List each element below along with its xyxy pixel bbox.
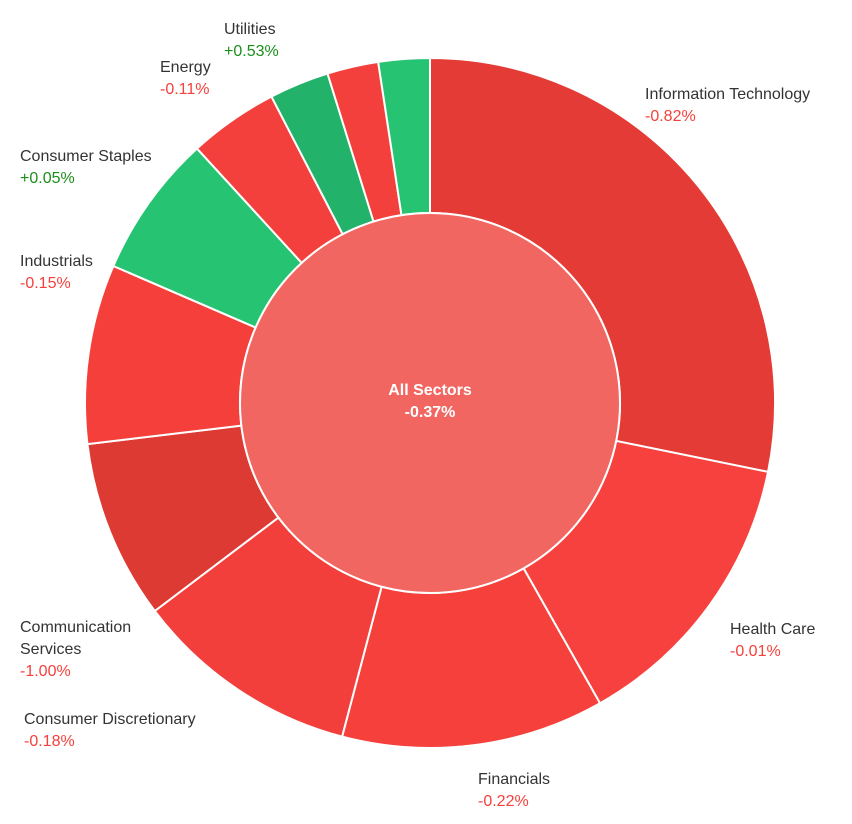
sector-label: Utilities +0.53% bbox=[224, 19, 324, 63]
sector-label: Information Technology -0.82% bbox=[645, 84, 852, 128]
sector-change: -0.18% bbox=[24, 733, 75, 750]
sector-name: Energy bbox=[160, 59, 211, 76]
sector-change: +0.05% bbox=[20, 170, 75, 187]
sector-label: Industrials -0.15% bbox=[20, 251, 140, 295]
sector-label: Energy -0.11% bbox=[160, 57, 260, 101]
sector-change: -0.15% bbox=[20, 275, 71, 292]
sector-label: Communication Services -1.00% bbox=[20, 617, 160, 683]
center-change: -0.37% bbox=[404, 404, 456, 421]
center-label: All Sectors -0.37% bbox=[330, 380, 530, 424]
sector-label: Financials -0.22% bbox=[478, 769, 598, 813]
center-title: All Sectors bbox=[388, 382, 472, 399]
sector-change: +0.53% bbox=[224, 43, 279, 60]
sector-name: Utilities bbox=[224, 21, 276, 38]
sector-name: Consumer Staples bbox=[20, 148, 152, 165]
sector-change: -1.00% bbox=[20, 663, 71, 680]
sector-change: -0.82% bbox=[645, 108, 696, 125]
sector-label: Consumer Staples +0.05% bbox=[20, 146, 200, 190]
sector-name: Consumer Discretionary bbox=[24, 711, 196, 728]
sector-label: Health Care -0.01% bbox=[730, 619, 850, 663]
sector-label: Consumer Discretionary -0.18% bbox=[24, 709, 264, 753]
sector-change: -0.11% bbox=[160, 81, 210, 98]
sector-name: Health Care bbox=[730, 621, 816, 638]
sector-name: Industrials bbox=[20, 253, 93, 270]
sector-change: -0.22% bbox=[478, 793, 529, 810]
sector-change: -0.01% bbox=[730, 643, 781, 660]
sector-name: Financials bbox=[478, 771, 551, 788]
sector-name: Communication Services bbox=[20, 619, 132, 658]
center-circle bbox=[239, 212, 621, 594]
sector-name: Information Technology bbox=[645, 86, 811, 103]
